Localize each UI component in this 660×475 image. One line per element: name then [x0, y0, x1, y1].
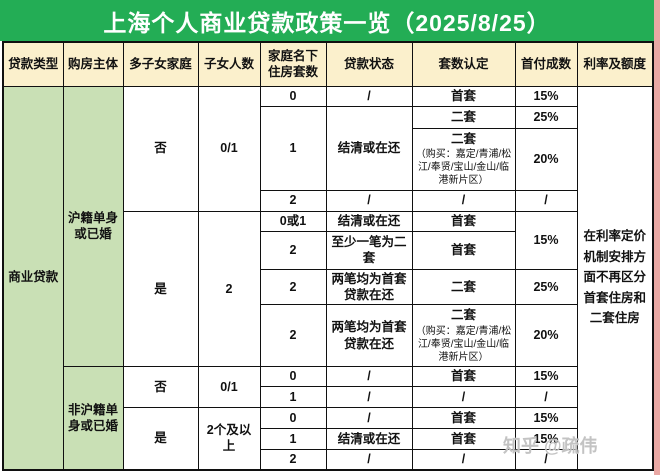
table-row: 1 / / / — [3, 386, 653, 408]
cell-down-payment: 15% — [514, 85, 578, 107]
cell-down-payment: 15% — [514, 428, 578, 450]
table-row: 2 / / / — [3, 449, 653, 470]
cell-rating: 二套 — [411, 105, 516, 129]
cell-status: / — [325, 407, 413, 429]
cell-rating-districts: （购买：嘉定/青浦/松江/奉贤/宝山/金山/临港新片区） — [415, 149, 512, 187]
right-edge-strip — [654, 0, 660, 475]
cell-units: 0或1 — [259, 210, 327, 232]
col-header-buyer: 购房主体 — [62, 41, 124, 87]
cell-status: / — [325, 85, 413, 107]
cell-units: 0 — [259, 366, 327, 387]
cell-down-payment: 25% — [514, 105, 578, 129]
cell-rating-main: 二套 — [450, 308, 476, 323]
cell-units: 1 — [259, 386, 327, 408]
table-row: 商业贷款 沪籍单身或已婚 否 0/1 0 / 首套 15% 在利率定价机制安排方… — [2, 85, 654, 470]
cell-units: 2 — [259, 189, 327, 212]
table-row: 是 2 0或1 结清或在还 首套 15% — [3, 210, 653, 367]
cell-down-payment: / — [514, 449, 578, 470]
cell-multi-child-no-2: 否 — [122, 366, 199, 408]
cell-status: 至少一笔为二套 — [325, 230, 413, 270]
cell-down-payment: / — [514, 386, 578, 408]
cell-children-2plus: 2个及以上 — [197, 407, 261, 470]
cell-rating: 首套 — [411, 428, 516, 450]
table-row: 2 至少一笔为二套 首套 — [3, 230, 653, 270]
cell-rating: 二套 （购买：嘉定/青浦/松江/奉贤/宝山/金山/临港新片区） — [411, 127, 516, 191]
cell-children-two: 2 — [197, 210, 261, 367]
cell-multi-child-yes-2: 是 — [122, 407, 199, 470]
cell-units: 2 — [259, 304, 327, 367]
cell-status: / — [325, 189, 413, 212]
cell-rating: 首套 — [411, 407, 516, 429]
cell-units: 2 — [259, 268, 327, 305]
cell-rating: / — [411, 189, 516, 212]
cell-units: 1 — [259, 105, 327, 191]
cell-down-payment: 15% — [514, 210, 578, 270]
col-header-loan-status: 贷款状态 — [325, 41, 413, 87]
col-header-multi-child: 多子女家庭 — [122, 41, 199, 87]
cell-down-payment: 25% — [514, 268, 578, 305]
page-title: 上海个人商业贷款政策一览（2025/8/25） — [103, 9, 551, 36]
cell-hukou-non-shanghai: 非沪籍单身或已婚 — [62, 366, 124, 470]
cell-rating: 二套 — [411, 268, 516, 305]
cell-units: 0 — [259, 85, 327, 107]
cell-rating-districts: （购买：嘉定/青浦/松江/奉贤/宝山/金山/临港新片区） — [415, 325, 512, 363]
table-row: 1 结清或在还 二套 25% — [3, 105, 653, 191]
cell-units: 1 — [259, 428, 327, 450]
cell-rating: / — [411, 449, 516, 470]
cell-units: 2 — [259, 230, 327, 270]
loan-policy-table: 贷款类型 购房主体 多子女家庭 子女人数 家庭名下住房套数 贷款状态 套数认定 … — [2, 41, 654, 471]
cell-rating: 首套 — [411, 230, 516, 270]
title-bar: 上海个人商业贷款政策一览（2025/8/25） — [0, 0, 654, 41]
cell-children-01-2: 0/1 — [197, 366, 261, 408]
col-header-children: 子女人数 — [197, 41, 261, 87]
cell-down-payment: 15% — [514, 366, 578, 387]
cell-status: / — [325, 366, 413, 387]
cell-rate-note: 在利率定价机制安排方面不再区分首套住房和二套住房 — [576, 85, 654, 470]
table-row: 2 两笔均为首套贷款在还 二套 25% — [3, 268, 653, 305]
cell-down-payment: 20% — [514, 127, 578, 191]
cell-loan-type: 商业贷款 — [2, 85, 64, 470]
cell-multi-child-yes-1: 是 — [122, 210, 199, 367]
cell-status: 两笔均为首套贷款在还 — [325, 304, 413, 367]
cell-status: 结清或在还 — [325, 210, 413, 232]
table-row: 1 结清或在还 首套 15% — [3, 428, 653, 450]
cell-down-payment: 15% — [514, 407, 578, 429]
cell-rating: 二套 （购买：嘉定/青浦/松江/奉贤/宝山/金山/临港新片区） — [411, 304, 516, 367]
cell-status: / — [325, 386, 413, 408]
table-row: 2 / / / — [3, 189, 653, 212]
cell-children-01-1: 0/1 — [197, 85, 261, 212]
cell-status: 两笔均为首套贷款在还 — [325, 268, 413, 305]
cell-status: 结清或在还 — [325, 428, 413, 450]
cell-down-payment: / — [514, 189, 578, 212]
table-row: 非沪籍单身或已婚 否 0/1 0 / 首套 15% — [3, 366, 653, 470]
cell-status: / — [325, 449, 413, 470]
table-row: 二套 （购买：嘉定/青浦/松江/奉贤/宝山/金山/临港新片区） 20% — [3, 127, 653, 191]
cell-units: 0 — [259, 407, 327, 429]
cell-rating: 首套 — [411, 366, 516, 387]
table-row: 2 两笔均为首套贷款在还 二套 （购买：嘉定/青浦/松江/奉贤/宝山/金山/临港… — [3, 304, 653, 367]
cell-multi-child-no-1: 否 — [122, 85, 199, 212]
cell-rating: 首套 — [411, 85, 516, 107]
cell-status: 结清或在还 — [325, 105, 413, 191]
col-header-owned-units: 家庭名下住房套数 — [259, 41, 327, 87]
cell-hukou-shanghai: 沪籍单身或已婚 — [62, 85, 124, 367]
col-header-down-payment: 首付成数 — [514, 41, 578, 87]
cell-rating: / — [411, 386, 516, 408]
cell-units: 2 — [259, 449, 327, 470]
col-header-unit-rating: 套数认定 — [411, 41, 516, 87]
col-header-loan-type: 贷款类型 — [2, 41, 64, 87]
col-header-rate-quota: 利率及额度 — [576, 41, 654, 87]
cell-rating-main: 二套 — [450, 131, 476, 146]
cell-down-payment: 20% — [514, 304, 578, 367]
header-row: 贷款类型 购房主体 多子女家庭 子女人数 家庭名下住房套数 贷款状态 套数认定 … — [2, 41, 654, 87]
table-row: 是 2个及以上 0 / 首套 15% — [3, 407, 653, 470]
cell-rating: 首套 — [411, 210, 516, 232]
